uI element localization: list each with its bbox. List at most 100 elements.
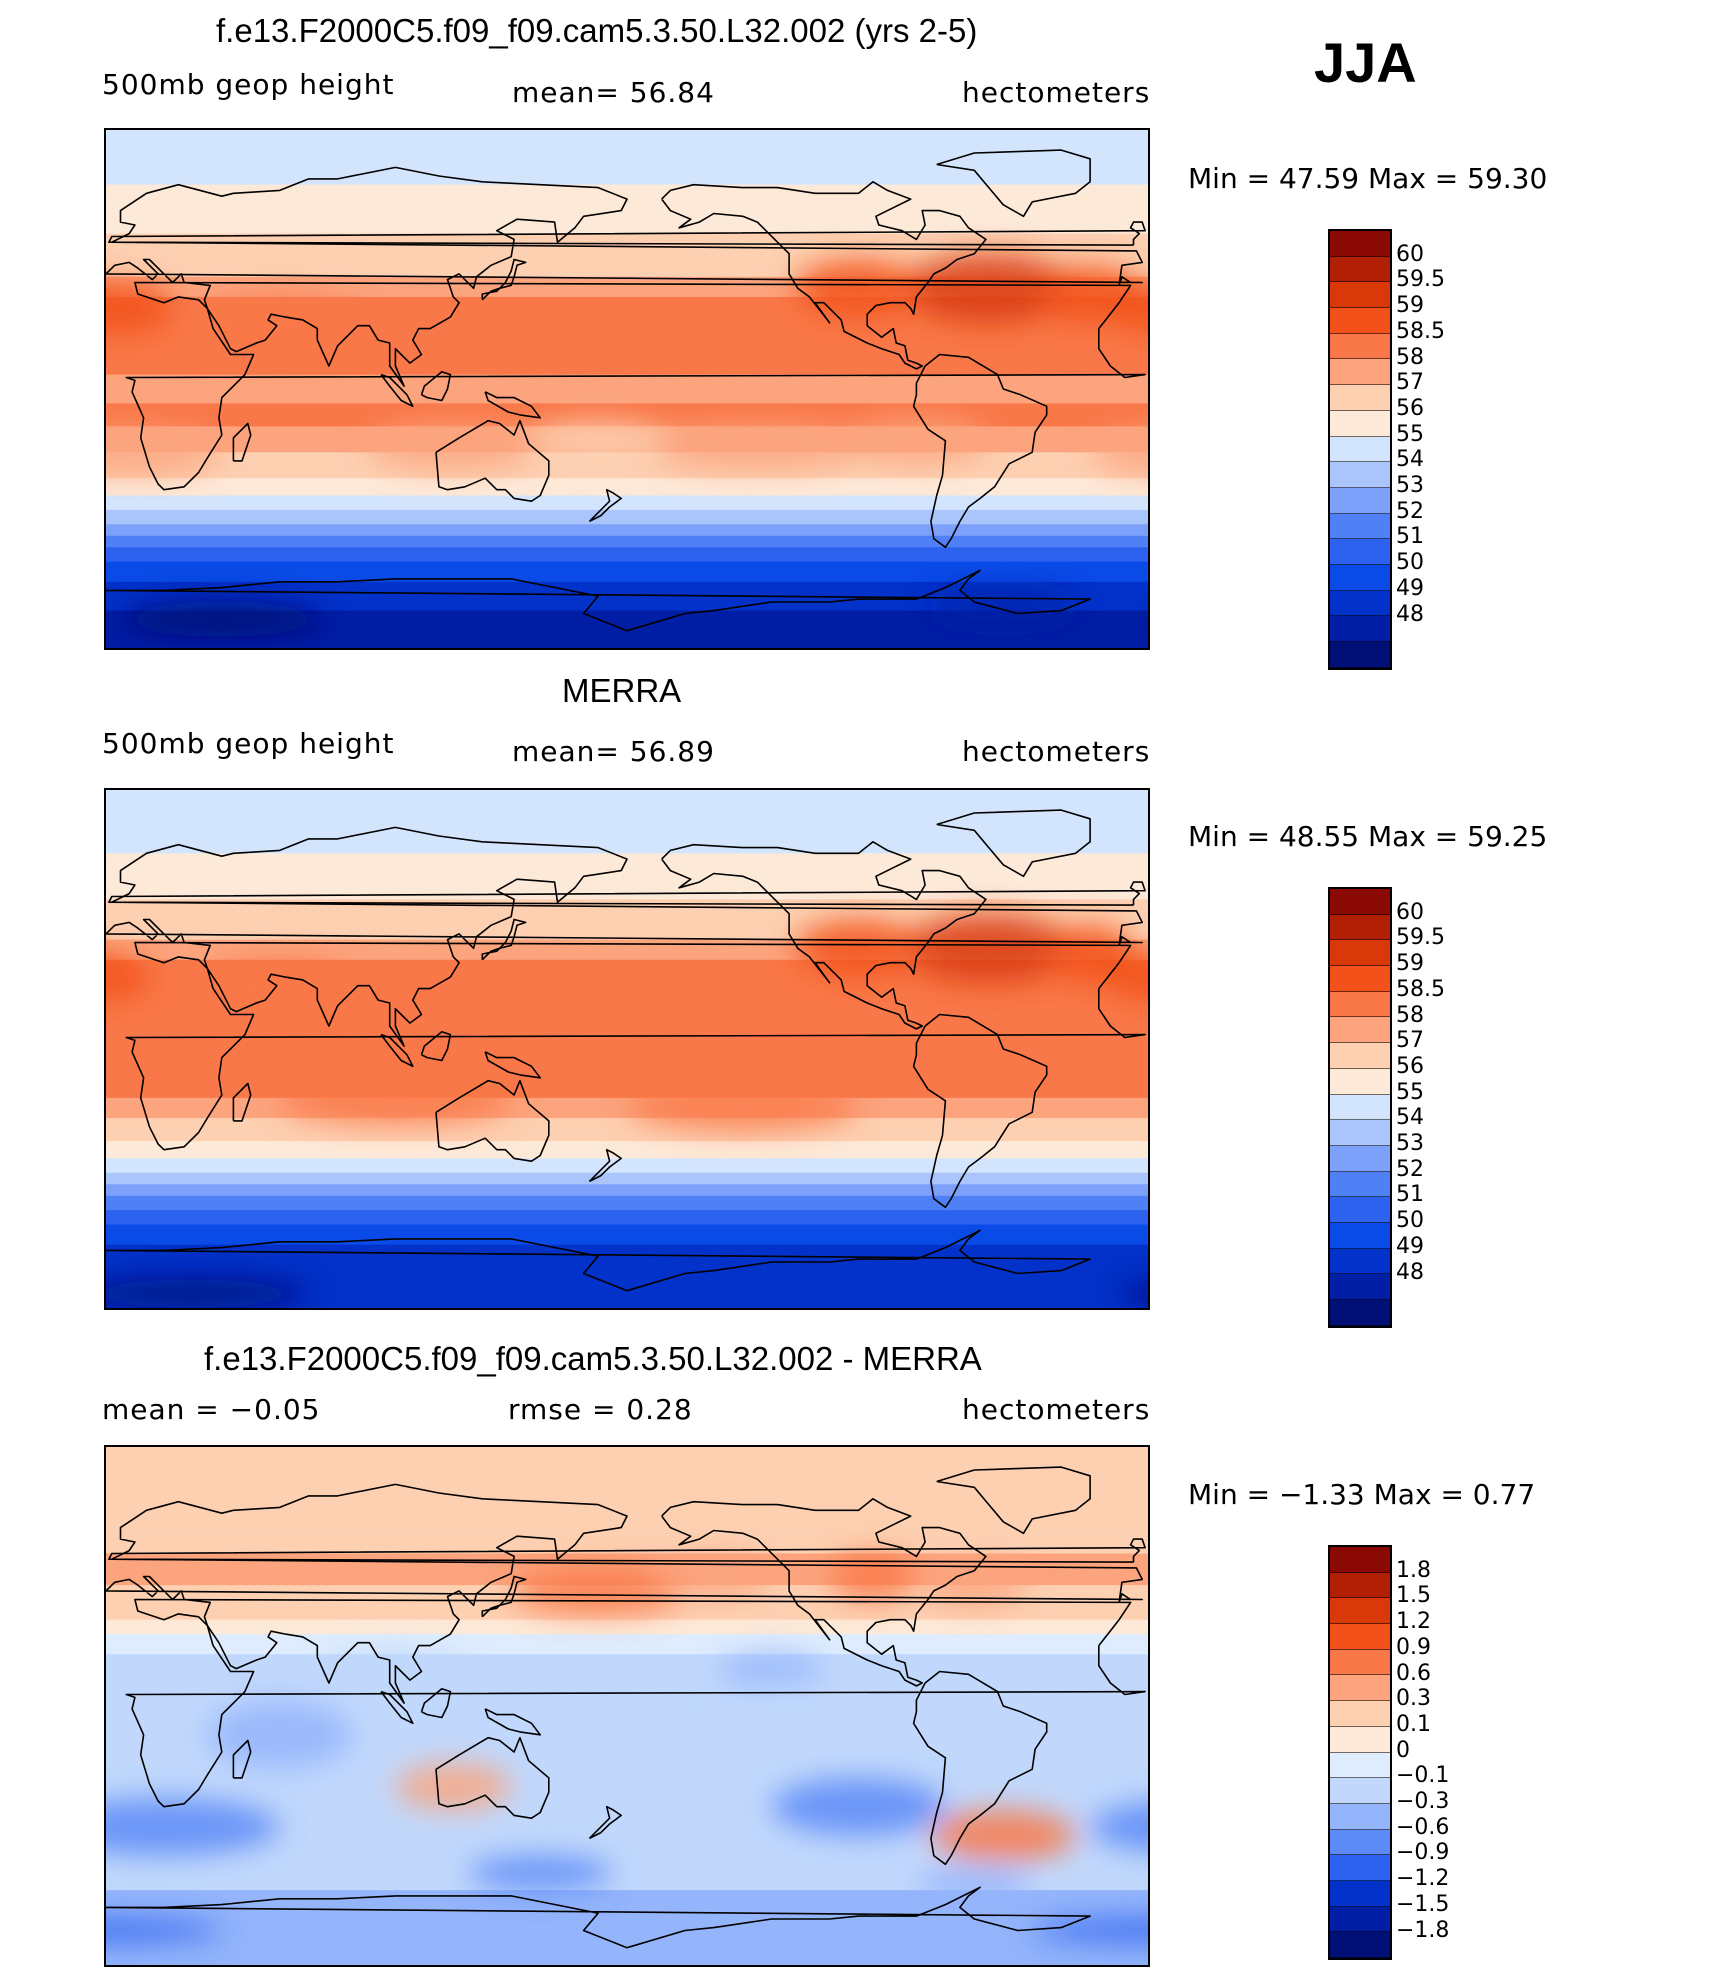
lat-band <box>106 518 1148 522</box>
lat-band <box>106 409 1148 413</box>
lat-band <box>106 1780 1148 1785</box>
lat-band <box>106 876 1148 880</box>
lat-band <box>106 314 1148 318</box>
anomaly-region <box>1090 1801 1148 1852</box>
anomaly-region <box>930 1809 1076 1862</box>
lat-band <box>106 870 1148 875</box>
coast-australia <box>435 1736 550 1819</box>
lat-band <box>106 285 1148 289</box>
lat-band <box>106 1264 1148 1269</box>
colorbar-label: 1.8 <box>1396 1557 1431 1583</box>
lat-band <box>106 1789 1148 1793</box>
coast-new-guinea <box>484 1051 541 1079</box>
lat-band <box>106 406 1148 410</box>
anomaly-region <box>395 1763 512 1810</box>
colorbar-label: 59 <box>1396 293 1424 319</box>
lat-band <box>106 164 1148 169</box>
lat-band <box>106 584 1148 589</box>
lat-band <box>106 864 1148 869</box>
lat-band <box>106 1916 1148 1920</box>
lat-band <box>106 1665 1148 1670</box>
lat-band <box>106 236 1148 240</box>
anomaly-region <box>771 1777 946 1836</box>
lat-band <box>106 1005 1148 1010</box>
lat-band <box>106 1023 1148 1027</box>
colorbar-label: 53 <box>1396 473 1424 498</box>
coast-north-america <box>661 181 987 370</box>
lat-band <box>106 216 1148 220</box>
coast-antarctica <box>106 1886 1091 1949</box>
lat-band <box>106 1464 1148 1468</box>
colorbar-label: 59.5 <box>1396 267 1445 293</box>
lat-band <box>106 262 1148 266</box>
panel-3-mean-label: mean = −0.05 <box>102 1393 321 1426</box>
lat-band <box>106 1241 1148 1246</box>
coast-borneo <box>420 1030 452 1062</box>
lat-band <box>106 1875 1148 1880</box>
lat-band <box>106 1060 1148 1064</box>
coast-madagascar <box>232 1739 252 1779</box>
colorbar-label: 53 <box>1396 1131 1424 1156</box>
lat-band <box>106 1668 1148 1673</box>
lat-band <box>106 1743 1148 1747</box>
lat-band <box>106 1936 1148 1940</box>
lat-band <box>106 798 1148 803</box>
anomaly-region <box>627 1083 859 1130</box>
coast-antarctica <box>106 569 1091 632</box>
colorbar-label: 59.5 <box>1396 925 1445 951</box>
lat-band <box>106 622 1148 626</box>
lat-band <box>106 305 1148 310</box>
colorbar-label: 57 <box>1396 370 1424 396</box>
lat-band <box>106 345 1148 350</box>
lat-band <box>106 256 1148 261</box>
lat-band <box>106 1244 1148 1249</box>
lat-band <box>106 1729 1148 1733</box>
colorbar-label: 1.5 <box>1396 1583 1431 1609</box>
lat-band <box>106 959 1148 964</box>
panel-2-variable-label: 500mb geop height <box>102 727 395 760</box>
colorbar-label: 54 <box>1396 1105 1424 1131</box>
lat-band <box>106 856 1148 860</box>
lat-band <box>106 417 1148 422</box>
lat-band <box>106 268 1148 272</box>
lat-band <box>106 509 1148 514</box>
lat-band <box>106 610 1148 615</box>
colorbar-strip <box>1328 1545 1392 1961</box>
lat-band <box>106 1521 1148 1526</box>
lat-band <box>106 239 1148 243</box>
lat-band <box>106 308 1148 312</box>
lat-band <box>106 1550 1148 1555</box>
lat-band <box>106 576 1148 580</box>
lat-band <box>106 815 1148 820</box>
lat-band <box>106 607 1148 612</box>
lat-band <box>106 550 1148 554</box>
lat-band <box>106 230 1148 235</box>
anomaly-region <box>1110 283 1148 334</box>
lat-band <box>106 253 1148 258</box>
lat-band <box>106 1100 1148 1105</box>
lat-band <box>106 1069 1148 1073</box>
lat-band <box>106 1190 1148 1194</box>
lat-band <box>106 299 1148 304</box>
anomaly-region <box>844 417 989 464</box>
lat-band <box>106 1166 1148 1171</box>
lat-band <box>106 1918 1148 1923</box>
anomaly-region <box>366 423 541 470</box>
anomaly-region <box>713 1682 888 1730</box>
lat-band <box>106 1662 1148 1667</box>
lat-band <box>106 530 1148 534</box>
lat-band <box>106 130 1148 134</box>
lat-band <box>106 377 1148 381</box>
lat-band <box>106 222 1148 226</box>
lat-band <box>106 161 1148 166</box>
coast-madagascar <box>232 422 252 462</box>
colorbar-label: −0.3 <box>1396 1789 1450 1814</box>
lat-band <box>106 1282 1148 1286</box>
lat-band <box>106 1447 1148 1451</box>
coast-britain <box>108 221 1146 246</box>
lat-band <box>106 1708 1148 1713</box>
colorbar-label: 0.9 <box>1396 1634 1431 1660</box>
lat-band <box>106 354 1148 358</box>
lat-band <box>106 907 1148 912</box>
lat-band <box>106 1046 1148 1050</box>
